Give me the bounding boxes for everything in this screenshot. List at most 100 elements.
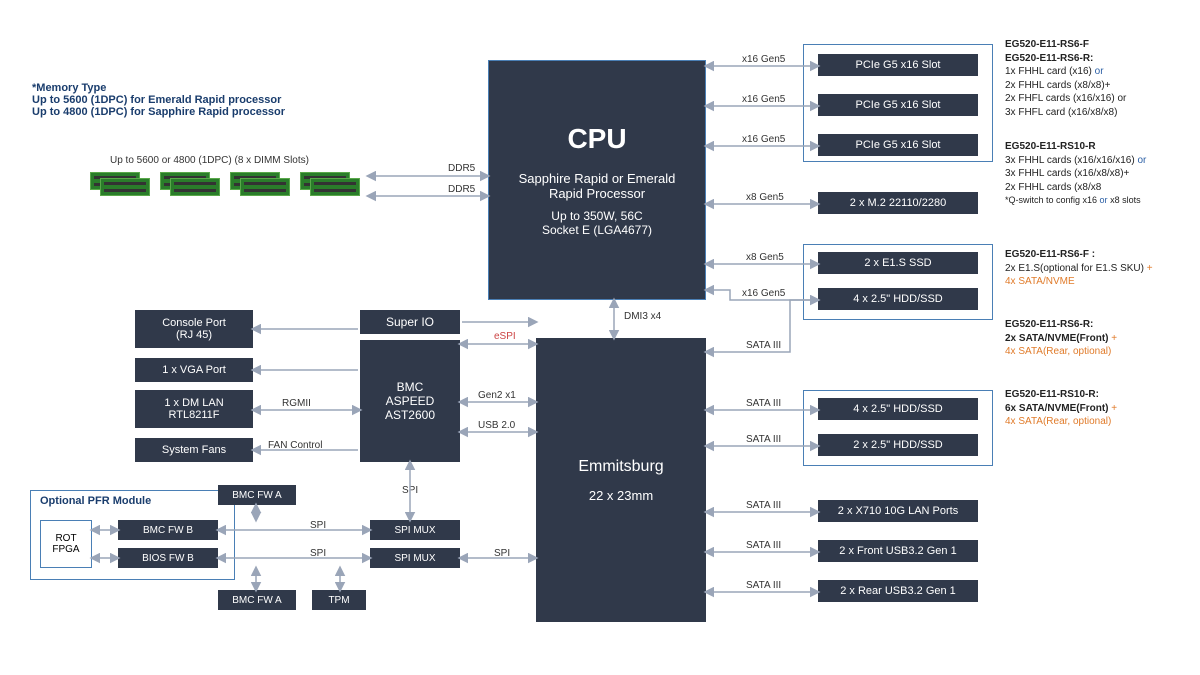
spi-lbl-4: SPI — [494, 548, 510, 559]
sata-2: SATA III — [746, 398, 781, 409]
t: or — [1092, 66, 1104, 77]
t: 2x SATA/NVME(Front) — [1005, 333, 1109, 344]
t: 1x FHHL card (x16) — [1005, 66, 1092, 77]
pcie-slot-2: PCIe G5 x16 Slot — [818, 94, 978, 116]
sata-4: SATA III — [746, 500, 781, 511]
sidenote-rs10r: EG520-E11-RS10-R: 6x SATA/NVME(Front) + … — [1005, 388, 1117, 429]
dmi-lbl: DMI3 x4 — [624, 311, 661, 322]
console-port: Console Port (RJ 45) — [135, 310, 253, 348]
ddr5-a: DDR5 — [448, 163, 475, 174]
espi-lbl: eSPI — [494, 331, 516, 342]
m2-slot: 2 x M.2 22110/2280 — [818, 192, 978, 214]
sata-6: SATA III — [746, 580, 781, 591]
bmc-l3: AST2600 — [385, 408, 435, 422]
spi-mux-1: SPI MUX — [370, 520, 460, 540]
t: 6x SATA/NVME(Front) — [1005, 403, 1109, 414]
t: 2x FHFL cards (x16/x16) or — [1005, 93, 1126, 104]
spi-mux-2: SPI MUX — [370, 548, 460, 568]
t: 3x FHHL cards (x16/x8/x8)+ — [1005, 168, 1129, 179]
x16-ssd: x16 Gen5 — [742, 288, 785, 299]
t: 3x FHFL card (x16/x8/x8) — [1005, 107, 1117, 118]
x16-b: x16 Gen5 — [742, 94, 785, 105]
mem-l3: Up to 4800 (1DPC) for Sapphire Rapid pro… — [32, 106, 285, 118]
dm-lan: 1 x DM LAN RTL8211F — [135, 390, 253, 428]
sidenote-rs6f: EG520-E11-RS6-F : 2x E1.S(optional for E… — [1005, 248, 1153, 289]
sidenote-rs6r: EG520-E11-RS6-R: 2x SATA/NVME(Front) + 4… — [1005, 318, 1117, 359]
t: x8 slots — [1110, 195, 1141, 205]
hdd-ssd-25a: 4 x 2.5" HDD/SSD — [818, 288, 978, 310]
bmc-block: BMC ASPEED AST2600 — [360, 340, 460, 462]
dimm-icon — [100, 178, 150, 196]
spi-lbl-2: SPI — [310, 520, 326, 531]
bmc-fw-a-top: BMC FW A — [218, 485, 296, 505]
t: 4x SATA(Rear, optional) — [1005, 346, 1111, 357]
cpu-l4: Socket E (LGA4677) — [542, 223, 652, 237]
rot-fpga: ROT FPGA — [40, 520, 92, 568]
pfr-title: Optional PFR Module — [40, 495, 151, 507]
t: 2x FHHL cards (x8/x8 — [1005, 182, 1101, 193]
sidenote-rs6: EG520-E11-RS6-F EG520-E11-RS6-R: 1x FHHL… — [1005, 38, 1126, 119]
t: or — [1097, 195, 1110, 205]
pcie-slot-1: PCIe G5 x16 Slot — [818, 54, 978, 76]
t: + — [1109, 403, 1118, 414]
lan-ports: 2 x X710 10G LAN Ports — [818, 500, 978, 522]
bmc-fw-a-bot: BMC FW A — [218, 590, 296, 610]
t: 2x E1.S(optional for E1.S SKU) — [1005, 263, 1144, 274]
t: + — [1109, 333, 1118, 344]
bmc-l2: ASPEED — [386, 394, 435, 408]
usb-front: 2 x Front USB3.2 Gen 1 — [818, 540, 978, 562]
rgmii-lbl: RGMII — [282, 398, 311, 409]
sata-1: SATA III — [746, 340, 781, 351]
cpu-l1: Sapphire Rapid or Emerald — [519, 171, 676, 186]
sata-5: SATA III — [746, 540, 781, 551]
superio-block: Super IO — [360, 310, 460, 334]
x8-e1s: x8 Gen5 — [746, 252, 784, 263]
pch-block: Emmitsburg 22 x 23mm — [536, 338, 706, 622]
t: EG520-E11-RS10-R: — [1005, 389, 1099, 400]
dimm-icon — [170, 178, 220, 196]
pch-l1: Emmitsburg — [578, 458, 663, 476]
cpu-l2: Rapid Processor — [549, 186, 645, 201]
e1s-ssd: 2 x E1.S SSD — [818, 252, 978, 274]
t: 4x SATA(Rear, optional) — [1005, 416, 1111, 427]
sidenote-rs10: EG520-E11-RS10-R 3x FHHL cards (x16/x16/… — [1005, 140, 1146, 208]
pch-l2: 22 x 23mm — [589, 488, 653, 503]
memory-note: *Memory Type Up to 5600 (1DPC) for Emera… — [32, 82, 285, 118]
x16-c: x16 Gen5 — [742, 134, 785, 145]
hdd-ssd-25c: 2 x 2.5" HDD/SSD — [818, 434, 978, 456]
dimm-icon — [310, 178, 360, 196]
t: EG520-E11-RS10-R — [1005, 141, 1096, 152]
t: *Q-switch to config x16 — [1005, 195, 1097, 205]
tpm-block: TPM — [312, 590, 366, 610]
sata-3: SATA III — [746, 434, 781, 445]
t: EG520-E11-RS6-R: — [1005, 53, 1093, 64]
spi-lbl-3: SPI — [310, 548, 326, 559]
mem-l1: *Memory Type — [32, 82, 285, 94]
cpu-title: CPU — [567, 123, 626, 155]
bios-fw-b: BIOS FW B — [118, 548, 218, 568]
t: + — [1144, 263, 1153, 274]
t: 3x FHHL cards (x16/x16/x16) — [1005, 155, 1135, 166]
spi-lbl-1: SPI — [402, 485, 418, 496]
usb-rear: 2 x Rear USB3.2 Gen 1 — [818, 580, 978, 602]
t: 4x SATA/NVME — [1005, 276, 1075, 287]
mem-l2: Up to 5600 (1DPC) for Emerald Rapid proc… — [32, 94, 285, 106]
fanc-lbl: FAN Control — [268, 440, 322, 451]
bmc-l1: BMC — [397, 380, 424, 394]
t: EG520-E11-RS6-R: — [1005, 319, 1093, 330]
cpu-l3: Up to 350W, 56C — [551, 209, 642, 223]
t: 2x FHHL cards (x8/x8)+ — [1005, 80, 1111, 91]
usb20-lbl: USB 2.0 — [478, 420, 515, 431]
dimm-caption: Up to 5600 or 4800 (1DPC) (8 x DIMM Slot… — [110, 155, 309, 166]
vga-port: 1 x VGA Port — [135, 358, 253, 382]
t: EG520-E11-RS6-F : — [1005, 249, 1095, 260]
bmc-fw-b: BMC FW B — [118, 520, 218, 540]
hdd-ssd-25b: 4 x 2.5" HDD/SSD — [818, 398, 978, 420]
g2x1-lbl: Gen2 x1 — [478, 390, 516, 401]
t: EG520-E11-RS6-F — [1005, 39, 1089, 50]
system-fans: System Fans — [135, 438, 253, 462]
ddr5-b: DDR5 — [448, 184, 475, 195]
t: or — [1135, 155, 1147, 166]
x8-m2: x8 Gen5 — [746, 192, 784, 203]
x16-a: x16 Gen5 — [742, 54, 785, 65]
